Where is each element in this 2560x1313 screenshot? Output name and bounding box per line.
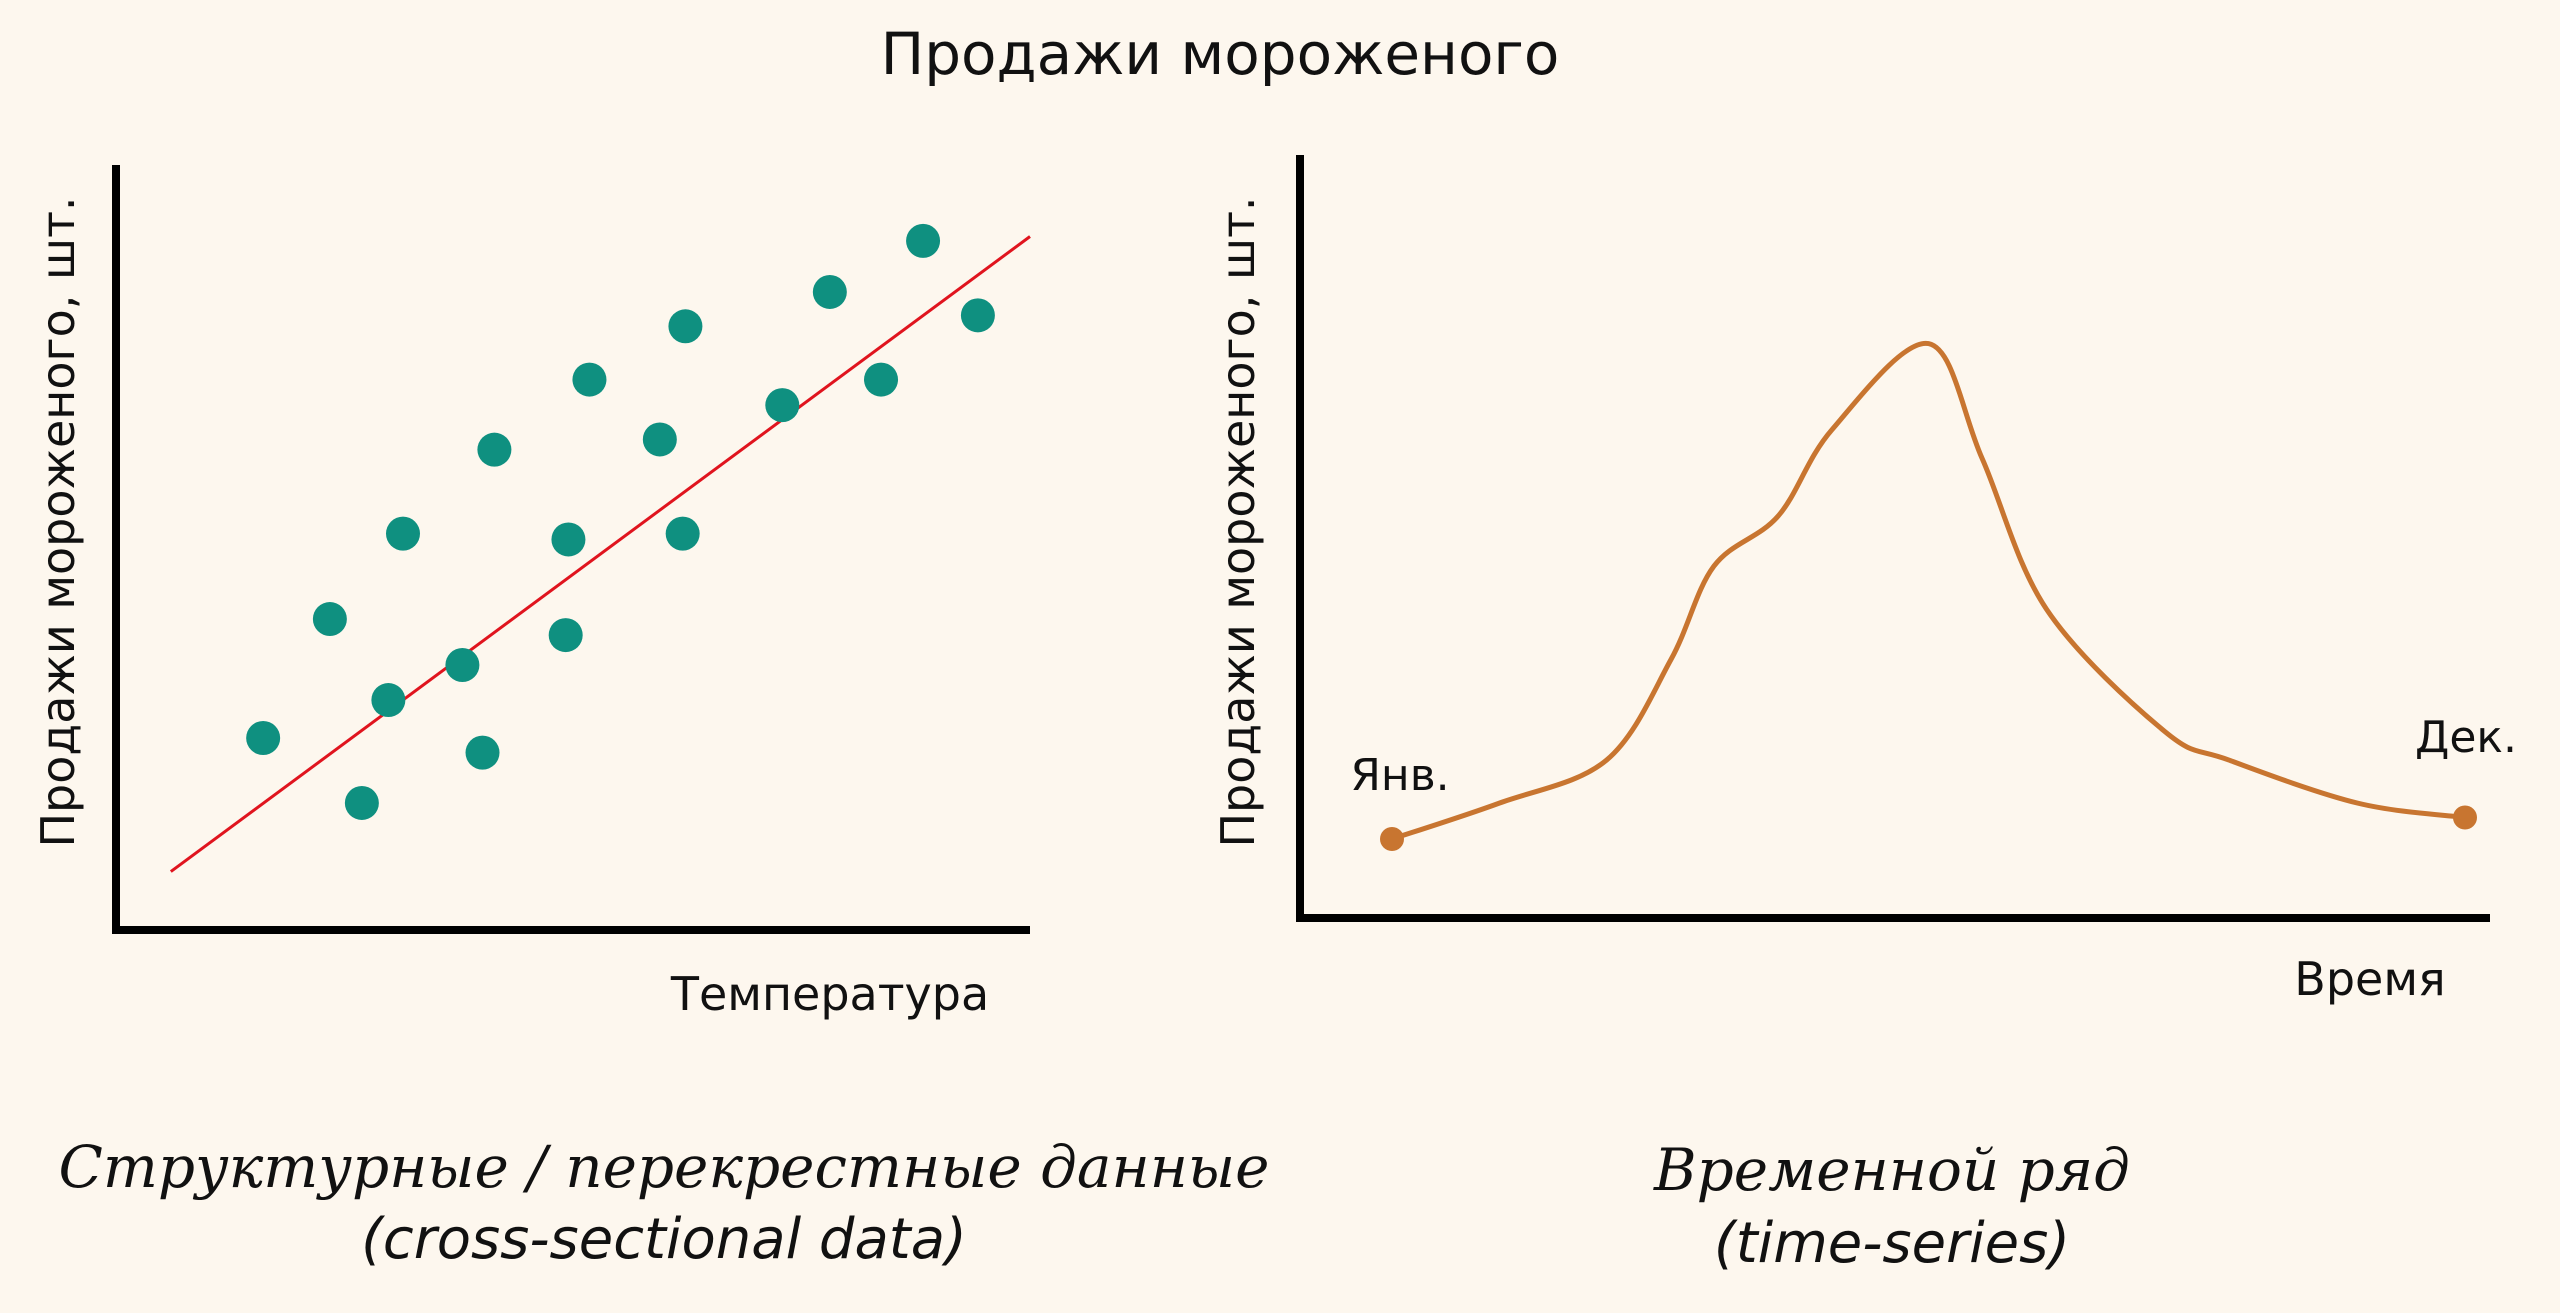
scatter-caption-title: Структурные / перекрестные данные <box>59 1133 1270 1201</box>
scatter-point <box>445 648 480 683</box>
timeseries-end-label: Дек. <box>2415 712 2517 763</box>
timeseries-y-label: Продажи мороженого, шт. <box>1211 196 1265 847</box>
scatter-point <box>371 683 406 718</box>
scatter-point <box>642 422 677 457</box>
main-title: Продажи мороженого <box>881 20 1560 88</box>
scatter-point <box>465 735 500 770</box>
trend-line <box>169 235 1031 873</box>
scatter-y-label: Продажи мороженого, шт. <box>31 196 85 847</box>
scatter-point <box>665 516 700 551</box>
scatter-point <box>765 388 800 423</box>
scatter-point <box>572 362 607 397</box>
scatter-point <box>812 274 847 309</box>
scatter-point <box>246 721 281 756</box>
timeseries-chart: Продажи мороженого, шт. Время Янв. Дек. … <box>1211 155 2517 1276</box>
scatter-point <box>864 362 899 397</box>
timeseries-x-label: Время <box>2294 952 2445 1006</box>
timeseries-caption-subtitle: (time-series) <box>1714 1211 2070 1276</box>
scatter-point <box>960 298 995 333</box>
scatter-point <box>551 522 586 557</box>
scatter-caption-subtitle: (cross-sectional data) <box>361 1207 967 1272</box>
timeseries-caption-title: Временной ряд <box>1653 1136 2130 1204</box>
start-point-marker <box>1380 827 1404 852</box>
scatter-point <box>668 309 703 344</box>
scatter-point <box>312 602 347 637</box>
scatter-point <box>906 223 941 258</box>
timeseries-start-label: Янв. <box>1350 750 1449 801</box>
scatter-point <box>385 516 420 551</box>
scatter-point <box>477 432 512 467</box>
scatter-chart: Продажи мороженого, шт. Температура Стру… <box>31 165 1269 1272</box>
scatter-x-label: Температура <box>670 967 989 1021</box>
end-point-marker <box>2453 805 2477 830</box>
time-series-line <box>1389 341 2468 842</box>
scatter-point <box>344 785 379 820</box>
scatter-point <box>548 618 583 653</box>
